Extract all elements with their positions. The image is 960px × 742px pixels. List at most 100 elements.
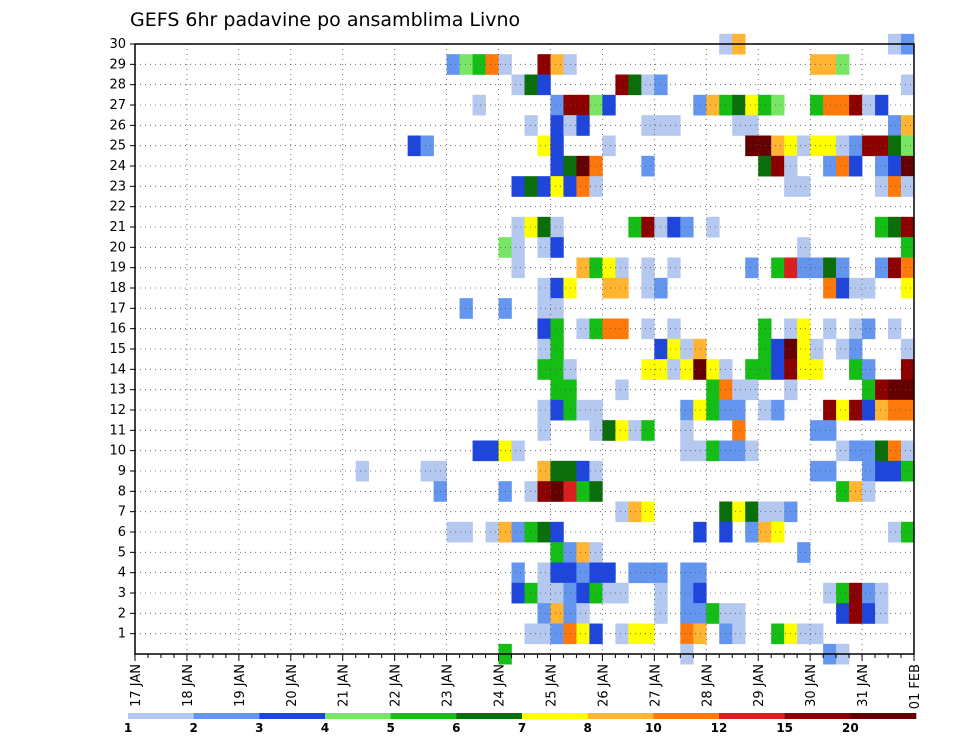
y-tick-label: 24 (109, 159, 126, 174)
heatmap-cell (537, 359, 551, 380)
heatmap-cell (732, 399, 746, 421)
heatmap-cell (901, 440, 915, 462)
heatmap-cell (836, 399, 850, 421)
heatmap-cell (836, 603, 850, 624)
heatmap-cell (576, 562, 590, 584)
heatmap-cell (511, 562, 525, 584)
heatmap-cell (550, 216, 564, 238)
heatmap-cell (472, 54, 486, 75)
heatmap-cell (550, 338, 564, 360)
heatmap-cell (901, 460, 915, 482)
colorbar-swatch (784, 713, 851, 719)
heatmap-cell (680, 216, 694, 238)
heatmap-cell (602, 94, 616, 116)
heatmap-cell (524, 521, 538, 543)
colorbar-swatch (653, 713, 720, 719)
heatmap-cell (615, 582, 629, 604)
heatmap-cell (862, 460, 876, 482)
heatmap-cell (550, 460, 564, 482)
heatmap-cell (550, 318, 564, 340)
heatmap-cell (537, 298, 551, 319)
heatmap-cell (641, 74, 655, 96)
heatmap-cell (758, 135, 772, 157)
y-tick-label: 7 (118, 505, 126, 520)
x-tick-label: 27 JAN (648, 664, 663, 707)
heatmap-cell (576, 176, 590, 197)
heatmap-cell (875, 603, 889, 624)
heatmap-cell (680, 603, 694, 624)
heatmap-cell (459, 298, 473, 319)
y-tick-label: 17 (109, 301, 126, 316)
heatmap-cell (407, 135, 421, 157)
heatmap-cell (875, 440, 889, 462)
heatmap-cell (589, 420, 603, 441)
heatmap-cell (550, 54, 564, 75)
heatmap-cell (576, 399, 590, 421)
y-tick-label: 6 (118, 525, 126, 540)
heatmap-cell (524, 582, 538, 604)
heatmap-cell (732, 440, 746, 462)
heatmap-cell (901, 257, 915, 279)
y-tick-label: 15 (109, 342, 126, 357)
y-tick-label: 16 (109, 322, 126, 337)
heatmap-cell (641, 277, 655, 299)
heatmap-cell (680, 399, 694, 421)
colorbar-swatch (850, 713, 917, 719)
heatmap-cell (771, 399, 785, 421)
heatmap-cell (693, 582, 707, 604)
heatmap-cell (576, 481, 590, 502)
y-tick-label: 2 (118, 606, 126, 621)
heatmap-cell (524, 481, 538, 502)
heatmap-cell (680, 582, 694, 604)
heatmap-cell (550, 135, 564, 157)
heatmap-cell (888, 379, 902, 401)
heatmap-cell (862, 440, 876, 462)
heatmap-cell (745, 359, 759, 380)
heatmap-cell (589, 582, 603, 604)
heatmap-cell (511, 257, 525, 279)
heatmap-cell (693, 338, 707, 360)
heatmap-cell (797, 257, 811, 279)
y-tick-label: 23 (109, 179, 126, 194)
heatmap-cell (537, 277, 551, 299)
heatmap-cell (576, 460, 590, 482)
x-tick-label: 26 JAN (596, 664, 611, 707)
heatmap-cell (524, 115, 538, 136)
heatmap-cell (810, 135, 824, 157)
heatmap-cell (667, 318, 681, 340)
x-tick-label: 31 JAN (856, 664, 871, 707)
heatmap-cell (550, 542, 564, 563)
heatmap-cell (875, 155, 889, 177)
heatmap-cell (758, 399, 772, 421)
heatmap-cell (667, 359, 681, 380)
heatmap-cell (576, 603, 590, 624)
x-tick-label: 18 JAN (181, 664, 196, 707)
grid-lines (135, 44, 914, 654)
heatmap-cell (680, 440, 694, 462)
heatmap-cell (589, 318, 603, 340)
heatmap-cell (680, 359, 694, 380)
heatmap-cell (836, 582, 850, 604)
heatmap-cell (615, 379, 629, 401)
heatmap-cell (550, 237, 564, 258)
heatmap-cell (797, 359, 811, 380)
colorbar-label: 6 (452, 721, 460, 735)
y-tick-label: 3 (118, 586, 126, 601)
heatmap-cell (485, 54, 499, 75)
heatmap-cell (550, 359, 564, 380)
y-tick-label: 22 (109, 200, 126, 215)
heatmap-cell (823, 135, 837, 157)
heatmap-cell (693, 359, 707, 380)
heatmap-cell (797, 135, 811, 157)
heatmap-cell (550, 623, 564, 645)
colorbar-label: 3 (255, 721, 263, 735)
heatmap-cell (589, 623, 603, 645)
colorbar-swatch (325, 713, 391, 719)
y-tick-label: 30 (109, 37, 126, 52)
y-tick-label: 14 (109, 362, 126, 377)
heatmap-cell (680, 420, 694, 441)
heatmap-cell (641, 115, 655, 136)
heatmap-cell (602, 135, 616, 157)
x-tick-label: 21 JAN (337, 664, 352, 707)
